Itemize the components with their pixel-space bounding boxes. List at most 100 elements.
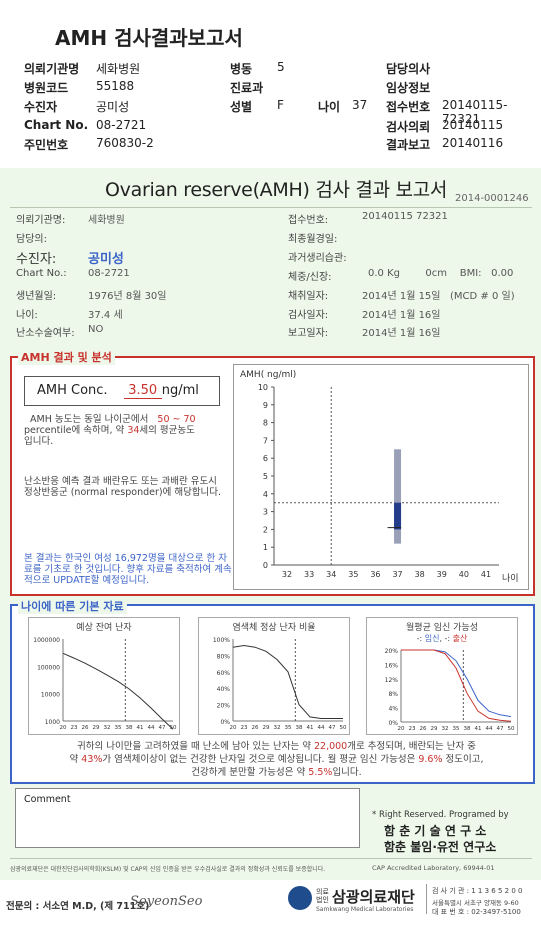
field-label: 나이:: [16, 310, 38, 321]
y-tick-label: 4%: [388, 706, 398, 713]
normal-chromosome-svg: 100% 80% 60% 40% 20% 0%20 23 26 29 32 35 38 41 44 47 50: [213, 637, 347, 731]
y-tick-label: 0: [263, 561, 268, 570]
legend-pregnancy: 임신: [424, 634, 440, 643]
x-tick-label: 20: [398, 726, 405, 732]
field-value: 2014년 1월 16일: [362, 328, 441, 339]
y-tick-label: 7: [263, 436, 268, 445]
divider: [10, 858, 532, 859]
field-label: 접수번호: [386, 100, 431, 114]
y-tick-label: 6: [263, 454, 268, 463]
field-label: 생년월일:: [16, 291, 57, 302]
age-value: 37: [352, 98, 368, 112]
x-tick-label: 35: [285, 725, 292, 731]
y-tick-label: 10000: [41, 692, 60, 699]
text: percentile에 속하며, 약: [24, 425, 125, 436]
field-value: 760830-2: [96, 136, 154, 150]
x-tick-label: 23: [409, 726, 416, 732]
percentile-range: 50 ~ 70: [157, 414, 196, 425]
amh-response-text: 난소반응 예측 결과 배란유도 또는 과배란 유도시 정상반응군 (normal…: [24, 476, 222, 498]
y-tick-label: 60%: [217, 670, 231, 677]
x-tick-label: 47: [497, 726, 504, 732]
y-tick-label: 100000: [37, 664, 60, 671]
chart-title: 예상 잔여 난자: [76, 623, 132, 633]
text: 약: [69, 754, 79, 765]
y-tick-label: 10: [258, 383, 268, 392]
normal-chromosome-chart: 염색체 정상 난자 비율 100% 80% 60% 40% 20% 0% 20 23 26 29 3…: [198, 617, 350, 735]
x-tick-label: 44: [148, 725, 155, 731]
field-label: 결과보고: [386, 138, 431, 152]
org-code: 검 사 기 관 : 1 1 3 6 5 2 0 0: [432, 887, 523, 895]
dept-label: 진료과: [230, 81, 264, 95]
age-summary-text: 귀하의 나이만을 고려하였을 때 난소에 남아 있는 난자는 약 22,000개…: [24, 740, 529, 779]
series-line: [232, 645, 343, 720]
birth-pct: 5.5%: [308, 767, 333, 778]
y-tick-label: 0%: [220, 719, 230, 726]
text: 건강하게 분만할 가능성은 약: [191, 767, 306, 778]
legend-birth: 출산: [452, 634, 468, 643]
x-tick-label: 32: [442, 726, 449, 732]
credit-org1: 함 춘 기 술 연 구 소: [384, 824, 487, 838]
field-label: 접수번호:: [288, 215, 329, 226]
x-tick-label: 47: [159, 725, 166, 731]
field-label: 수진자: [24, 100, 58, 114]
org-sub: Samkwang Medical Laboratories: [316, 906, 414, 913]
field-value: 공미성: [96, 100, 130, 114]
x-tick-label: 29: [93, 725, 100, 731]
field-label: 의뢰기관명:: [16, 215, 66, 226]
y-tick-label: 8: [263, 419, 268, 428]
page-title: AMH 검사결과보고서: [55, 26, 243, 50]
report-title: Ovarian reserve(AMH) 검사 결과 보고서: [105, 179, 448, 201]
x-tick-label: 50: [170, 725, 177, 731]
signature: SoyeonSeo: [130, 894, 203, 909]
y-tick-label: 5: [263, 472, 268, 481]
y-tick-label: 9: [263, 401, 268, 410]
text: 귀하의 나이만을 고려하였을 때 난소에 남아 있는 난자는 약: [77, 741, 311, 752]
field-label: 담당의사: [386, 62, 431, 76]
text: 정도이고,: [445, 754, 484, 765]
comment-label: Comment: [24, 794, 71, 805]
pregnancy-pct: 9.6%: [418, 754, 443, 765]
x-tick-label: 20: [60, 725, 67, 731]
amh-conc-box: AMH Conc. 3.50 ng/ml: [24, 376, 220, 406]
divider: [426, 884, 427, 914]
org-logo-icon: [288, 886, 312, 910]
field-label: 의뢰기관명: [24, 62, 80, 76]
ward-value: 5: [277, 60, 285, 74]
x-tick-label: 38: [296, 725, 303, 731]
remaining-eggs-chart: 예상 잔여 난자 1000000 100000 10000 1000 20 23 26 29 3…: [28, 617, 180, 735]
x-tick-label: 41: [481, 570, 491, 579]
y-tick-label: 20%: [385, 648, 399, 655]
amh-percentile-text: AMH 농도는 동일 나이군에서 50 ~ 70 percentile에 속하며…: [24, 414, 224, 447]
series-line: [62, 652, 174, 730]
pregnancy-chance-chart: 월평균 임신 가능성 -: 임신, -: 출산 20% 16% 12% 8% 4% 0% 2…: [366, 617, 518, 735]
x-tick-label: 39: [437, 570, 447, 579]
sex-label: 성별: [230, 100, 253, 114]
y-tick-label: 40%: [217, 686, 231, 693]
field-label: 담당의:: [16, 234, 47, 245]
pregnancy-chance-svg: 20% 16% 12% 8% 4% 0%20 23 26 29 32 35 38 41 44 47 50: [385, 648, 515, 732]
field-value: 20140116: [442, 136, 504, 150]
org-address: 서울특별시 서초구 양재동 9-60: [432, 899, 519, 907]
x-tick-label: 50: [340, 725, 347, 731]
field-value: 20140115-72321: [442, 98, 508, 126]
y-tick-label: 12%: [385, 677, 399, 684]
abnormal-pct: 43%: [81, 754, 103, 765]
x-tick-label: 41: [137, 725, 144, 731]
field-label: 검사의뢰: [386, 120, 431, 134]
org-name: 삼광의료재단: [332, 888, 415, 906]
field-value: 1976년 8월 30일: [88, 291, 167, 302]
x-tick-label: 29: [263, 725, 270, 731]
x-tick-label: 33: [304, 570, 314, 579]
field-value: 2014년 1월 16일: [362, 310, 441, 321]
whisker-bar: [394, 449, 402, 544]
text: 입니다.: [332, 767, 362, 778]
field-label: 병원코드: [24, 81, 69, 95]
field-label: 주민번호: [24, 138, 69, 152]
y-tick-label: 80%: [217, 653, 231, 660]
x-tick-label: 38: [464, 726, 471, 732]
x-tick-label: 50: [508, 726, 515, 732]
y-tick-label: 16%: [385, 662, 399, 669]
y-tick-label: 3: [263, 508, 268, 517]
